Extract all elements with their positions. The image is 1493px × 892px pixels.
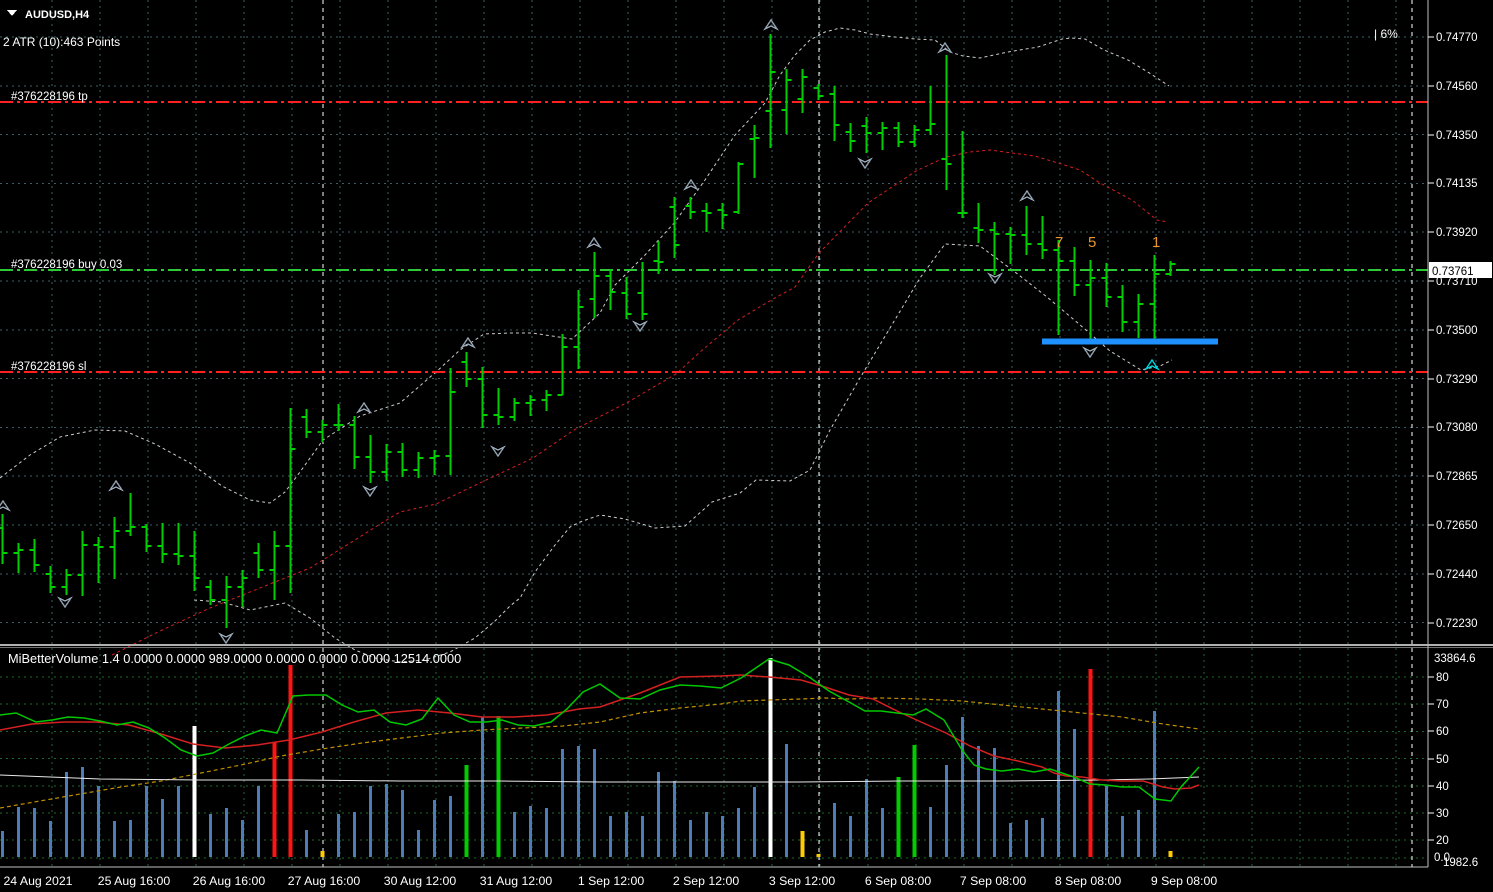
svg-text:0.74560: 0.74560: [1436, 81, 1478, 93]
svg-text:1: 1: [1152, 234, 1160, 251]
svg-text:0.73290: 0.73290: [1436, 374, 1478, 386]
svg-text:0.73920: 0.73920: [1436, 227, 1478, 239]
svg-text:30 Aug 12:00: 30 Aug 12:00: [384, 874, 457, 888]
svg-text:MiBetterVolume 1.4 0.0000 0.00: MiBetterVolume 1.4 0.0000 0.0000 989.000…: [8, 651, 461, 666]
svg-text:40: 40: [1436, 781, 1449, 793]
svg-text:7: 7: [1055, 234, 1063, 251]
svg-text:#376228196 tp: #376228196 tp: [11, 91, 88, 103]
svg-text:1 Sep 12:00: 1 Sep 12:00: [578, 874, 644, 888]
svg-text:0.72440: 0.72440: [1436, 569, 1478, 581]
svg-text:20: 20: [1436, 835, 1449, 847]
svg-text:50: 50: [1436, 754, 1449, 766]
svg-text:60: 60: [1436, 726, 1449, 738]
svg-text:7 Sep 08:00: 7 Sep 08:00: [960, 874, 1026, 888]
svg-text:0.73080: 0.73080: [1436, 422, 1478, 434]
svg-text:0.72650: 0.72650: [1436, 520, 1478, 532]
svg-text:30: 30: [1436, 808, 1449, 820]
svg-text:31 Aug 12:00: 31 Aug 12:00: [480, 874, 553, 888]
svg-text:| 6%: | 6%: [1374, 27, 1398, 41]
svg-text:0.73500: 0.73500: [1436, 325, 1478, 337]
svg-text:80: 80: [1436, 672, 1449, 684]
svg-text:0.73761: 0.73761: [1432, 266, 1474, 278]
svg-text:27 Aug 16:00: 27 Aug 16:00: [288, 874, 361, 888]
svg-text:24 Aug 2021: 24 Aug 2021: [3, 874, 72, 888]
svg-text:6 Sep 08:00: 6 Sep 08:00: [865, 874, 931, 888]
svg-text:70: 70: [1436, 699, 1449, 711]
svg-text:2 Sep 12:00: 2 Sep 12:00: [673, 874, 739, 888]
svg-text:25 Aug 16:00: 25 Aug 16:00: [98, 874, 171, 888]
svg-text:26 Aug 16:00: 26 Aug 16:00: [193, 874, 266, 888]
svg-text:5: 5: [1088, 234, 1096, 251]
svg-text:#376228196 sl: #376228196 sl: [11, 361, 86, 373]
svg-text:2 ATR (10):463 Points: 2 ATR (10):463 Points: [3, 35, 120, 49]
svg-text:0.72230: 0.72230: [1436, 618, 1478, 630]
svg-text:0.74350: 0.74350: [1436, 130, 1478, 142]
svg-text:33864.6: 33864.6: [1434, 653, 1476, 665]
svg-text:0.73710: 0.73710: [1436, 276, 1478, 288]
svg-text:AUDUSD,H4: AUDUSD,H4: [25, 9, 90, 21]
svg-text:1982.6: 1982.6: [1443, 857, 1478, 869]
svg-text:0.0: 0.0: [1434, 852, 1450, 864]
svg-text:0.72865: 0.72865: [1436, 471, 1478, 483]
svg-text:3 Sep 12:00: 3 Sep 12:00: [769, 874, 835, 888]
svg-text:0.74135: 0.74135: [1436, 178, 1478, 190]
svg-text:9 Sep 08:00: 9 Sep 08:00: [1151, 874, 1217, 888]
svg-text:0.74770: 0.74770: [1436, 32, 1478, 44]
svg-text:#376228196 buy 0.03: #376228196 buy 0.03: [11, 259, 122, 271]
svg-text:8 Sep 08:00: 8 Sep 08:00: [1055, 874, 1121, 888]
